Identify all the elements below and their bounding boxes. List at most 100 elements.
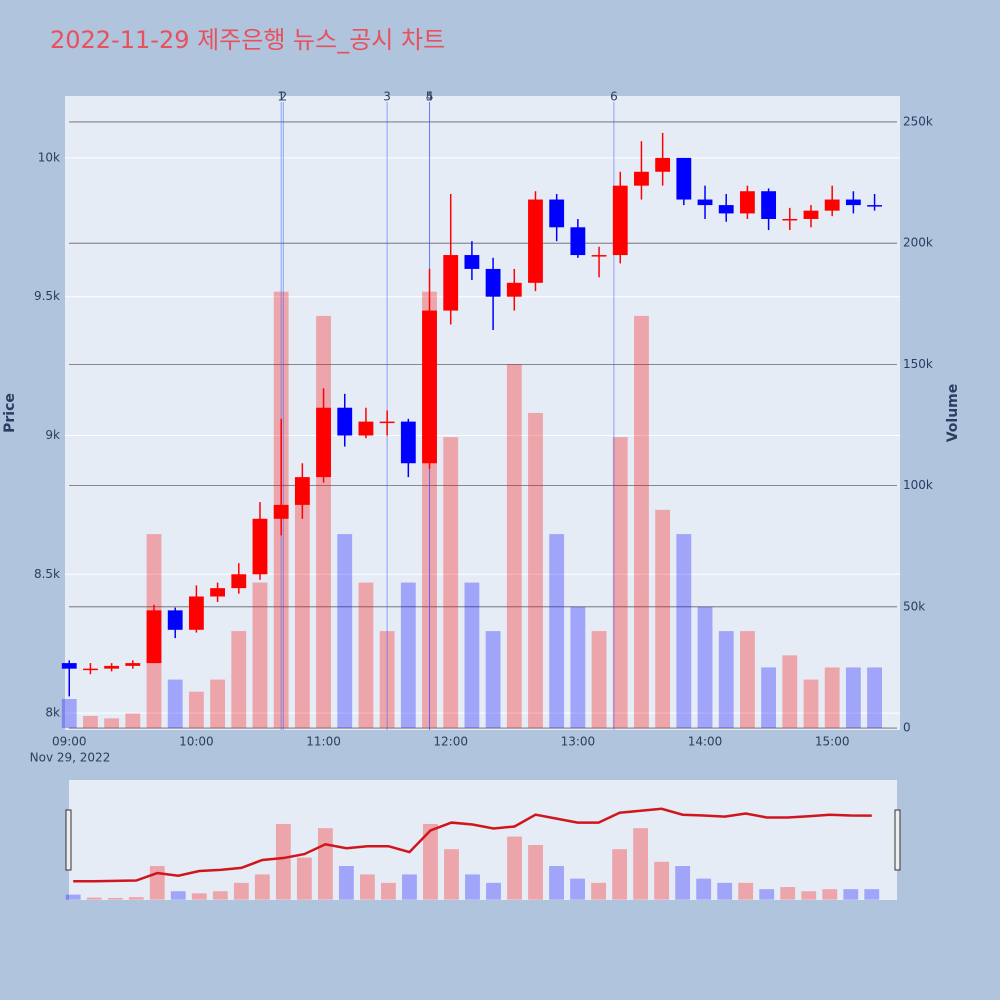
x-tick-label: 13:00 [561, 735, 596, 749]
candle-body [528, 199, 543, 283]
volume-bar [231, 631, 247, 729]
note-label: 4 [426, 90, 434, 104]
y2-tick-label: 0 [903, 721, 911, 735]
slider-volume-bar [444, 849, 459, 900]
y-axis-title: Price [2, 393, 18, 433]
slider-volume-bar [612, 849, 628, 900]
volume-bar [337, 534, 353, 729]
y2-tick-label: 50k [903, 599, 925, 613]
volume-bar [167, 679, 183, 729]
candle-body [167, 610, 183, 630]
candle-body [676, 157, 692, 200]
volume-bar [210, 679, 226, 729]
x-tick-label: 12:00 [433, 735, 468, 749]
x-tick-label: 09:00 [52, 735, 87, 749]
slider-volume-bar [149, 866, 165, 900]
slider-volume-bar [675, 866, 691, 900]
volume-bar [83, 715, 98, 729]
candle-body [294, 477, 310, 505]
volume-bar [125, 713, 141, 729]
x-tick-label: 15:00 [815, 735, 850, 749]
volume-bar [464, 582, 480, 729]
volume-bar [528, 412, 543, 729]
candle-body [549, 199, 565, 228]
candle-body [104, 665, 120, 669]
candle-body [506, 282, 522, 297]
slider-volume-bar [65, 894, 81, 900]
slider-volume-bar [591, 882, 607, 900]
slider-volume-bar [128, 897, 144, 900]
candle-body [316, 407, 331, 478]
slider-volume-bar [507, 836, 522, 900]
x-tick-label: 11:00 [306, 735, 341, 749]
volume-bar [400, 582, 416, 729]
candle-body [83, 668, 98, 671]
slider-volume-bar [402, 874, 417, 900]
candle-body [188, 596, 204, 630]
volume-bar [188, 691, 204, 729]
candle-body [803, 210, 819, 219]
volume-bar [761, 667, 777, 729]
volume-bar [591, 631, 607, 729]
candle-body [231, 574, 247, 589]
slider-volume-bar [423, 823, 438, 900]
plot-area [65, 96, 900, 730]
slider-volume-bar [359, 874, 375, 900]
slider-volume-bar [465, 874, 480, 900]
volume-bar [443, 437, 459, 729]
volume-bar [824, 667, 840, 729]
slider-volume-bar [780, 887, 796, 900]
volume-bar [549, 534, 565, 729]
volume-bar [294, 485, 310, 729]
candle-body [358, 421, 374, 436]
volume-bar [655, 509, 671, 729]
slider-volume-bar [654, 861, 670, 900]
slider-volume-bar [633, 828, 649, 900]
volume-bar [485, 631, 501, 729]
candle-body [655, 157, 671, 172]
candle-body [824, 199, 840, 211]
slider-handle[interactable] [894, 809, 901, 871]
slider-volume-bar [233, 882, 249, 900]
slider-volume-bar [86, 897, 102, 900]
y2-tick-label: 100k [903, 478, 933, 492]
note-label: 2 [279, 90, 287, 104]
slider-volume-bar [381, 882, 396, 900]
slider-volume-bar [275, 823, 291, 900]
slider-volume-bar [170, 891, 186, 900]
slider-volume-bar [528, 844, 543, 900]
note-label: 6 [610, 90, 618, 104]
y-tick-label: 8k [45, 706, 60, 720]
candle-body [761, 191, 777, 219]
slider-volume-bar [317, 828, 333, 900]
slider-volume-bar [801, 891, 817, 900]
candle-body [464, 255, 480, 269]
candle-body [485, 268, 501, 297]
slider-volume-bar [296, 857, 312, 900]
slider-volume-bar [822, 889, 838, 900]
slider-volume-bar [107, 897, 123, 900]
chart-title: 2022-11-29 제주은행 뉴스_공시 차트 [50, 26, 445, 54]
x-tick-label: 10:00 [179, 735, 214, 749]
candle-body [634, 171, 649, 186]
note-label: 3 [383, 90, 391, 104]
range-slider[interactable] [69, 780, 897, 900]
candle-body [739, 191, 755, 214]
volume-bar [867, 667, 882, 729]
slider-handle[interactable] [65, 809, 72, 871]
candle-body [591, 255, 607, 257]
volume-bar [252, 582, 268, 729]
candle-body [422, 310, 437, 464]
volume-bar [676, 534, 692, 729]
slider-volume-bar [191, 893, 207, 900]
slider-volume-bar [759, 889, 775, 900]
volume-bar [506, 364, 522, 729]
slider-price-line [73, 807, 872, 883]
candle-body [273, 504, 289, 519]
volume-bar [358, 582, 374, 729]
candle-body [337, 407, 353, 436]
slider-volume-bar [864, 889, 880, 900]
volume-bar [845, 667, 861, 729]
slider-volume-bar [843, 889, 859, 900]
